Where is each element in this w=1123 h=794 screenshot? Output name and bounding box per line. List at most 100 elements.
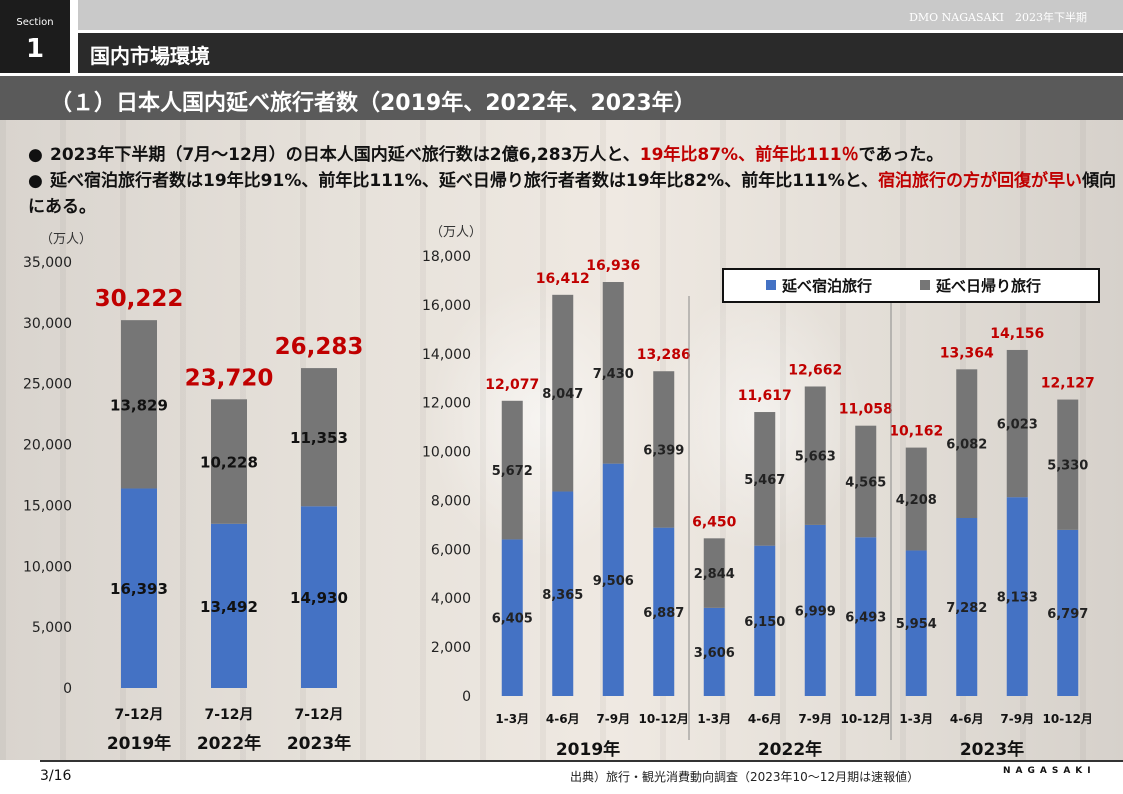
total-label: 26,283: [275, 334, 364, 360]
half-year-chart: 0 5,000 10,000 15,000 20,000 25,000 30,000 35,0…: [23, 255, 364, 754]
nagasaki-logo: NAGASAKI: [1003, 766, 1096, 776]
bullet-2: ● 延べ宿泊旅行者数は19年比91%、前年比111%、延べ日帰り旅行者者数は19年…: [28, 168, 1118, 220]
bar-segment: [552, 294, 574, 492]
bar-segment: [1006, 349, 1028, 498]
x-tick-label: 1-3月: [697, 712, 731, 726]
bar-segment: [1057, 399, 1079, 530]
data-label: 13,829: [110, 396, 168, 414]
x-tick-label: 7-12月: [114, 707, 163, 723]
total-label: 12,127: [1041, 376, 1095, 392]
section-number: 1: [25, 34, 45, 64]
y-tick-label: 6,000: [431, 542, 471, 558]
bullet-2-end: 傾向にある。: [28, 171, 1117, 217]
year-label: 2019年: [556, 739, 620, 760]
x-tick-label: 10-12月: [639, 712, 689, 726]
bar-segment: [956, 517, 978, 696]
year-label: 2022年: [197, 733, 261, 754]
y-tick-label: 10,000: [23, 559, 72, 575]
total-label: 6,450: [692, 514, 737, 530]
y-tick-label: 2,000: [431, 640, 471, 656]
y-tick-label: 35,000: [23, 255, 72, 271]
y-tick-label: 8,000: [431, 493, 471, 509]
x-tick-label: 4-6月: [950, 712, 984, 726]
page-number: 3/16: [40, 768, 72, 784]
x-tick-label: 1-3月: [899, 712, 933, 726]
y-tick-label: 5,000: [32, 620, 72, 636]
total-label: 14,156: [990, 326, 1044, 342]
data-label: 6,399: [643, 443, 684, 458]
data-label: 6,493: [845, 611, 886, 626]
data-label: 6,999: [795, 604, 836, 619]
data-label: 7,282: [946, 601, 987, 616]
bar-segment: [855, 537, 877, 696]
bullet-1-highlight: 19年比87%、前年比111％: [639, 145, 859, 165]
y-tick-label: 20,000: [23, 438, 72, 454]
total-label: 10,162: [889, 424, 943, 440]
bar-segment: [905, 550, 927, 696]
y-tick-label: 10,000: [422, 445, 471, 461]
y-tick-label: 0: [462, 689, 471, 705]
bar-segment: [754, 412, 776, 546]
bar-segment: [1006, 497, 1028, 696]
data-label: 5,672: [492, 464, 533, 479]
bar-segment: [653, 371, 675, 528]
title-bar: 国内市場環境: [78, 33, 1123, 73]
y-tick-label: 16,000: [422, 298, 471, 314]
data-label: 4,208: [896, 493, 937, 508]
bar-segment: [855, 425, 877, 538]
data-label: 16,393: [110, 580, 168, 598]
subtitle-bar: （１）日本人国内延べ旅行者数（2019年、2022年、2023年）: [0, 76, 1123, 120]
legend-box: [722, 268, 1100, 303]
y-tick-label: 25,000: [23, 377, 72, 393]
bar-segment: [121, 488, 157, 688]
summary-bullets: ● 2023年下半期（7月～12月）の日本人国内延べ旅行数は2億6,283万人と、…: [28, 142, 1118, 220]
x-tick-label: 4-6月: [748, 712, 782, 726]
data-label: 5,330: [1047, 459, 1088, 474]
legend-swatch-stay: [766, 280, 776, 290]
right-chart-unit: （万人）: [430, 225, 483, 240]
year-label: 2023年: [287, 733, 351, 754]
total-label: 16,412: [536, 271, 590, 287]
legend-label-stay: 延べ宿泊旅行: [781, 277, 872, 295]
section-label: Section: [16, 17, 54, 28]
bar-segment: [602, 282, 624, 464]
data-label: 4,565: [845, 475, 886, 490]
bar-segment: [754, 545, 776, 696]
bar-segment: [211, 523, 247, 688]
data-label: 6,023: [997, 418, 1038, 433]
total-label: 12,662: [788, 362, 842, 378]
total-label: 11,058: [839, 402, 893, 418]
chart-legend: 延べ宿泊旅行 延べ日帰り旅行: [722, 268, 1100, 303]
total-label: 16,936: [586, 258, 640, 274]
bar-segment: [301, 506, 337, 688]
x-tick-label: 1-3月: [495, 712, 529, 726]
y-tick-label: 14,000: [422, 347, 471, 363]
bar-segment: [602, 463, 624, 696]
legend-swatch-day: [920, 280, 930, 290]
data-label: 14,930: [290, 589, 348, 607]
total-label: 13,364: [940, 345, 994, 361]
total-label: 30,222: [95, 286, 184, 312]
bar-segment: [956, 369, 978, 518]
data-label: 9,506: [593, 574, 634, 589]
bullet-dot-icon: ●: [28, 171, 43, 191]
data-label: 6,150: [744, 615, 785, 630]
x-tick-label: 7-12月: [204, 707, 253, 723]
bar-segment: [1057, 529, 1079, 696]
bar-segment: [552, 491, 574, 696]
bar-segment: [804, 524, 826, 696]
data-label: 2,844: [694, 567, 735, 582]
brand-text: DMO NAGASAKI 2023年下半期: [909, 11, 1087, 24]
data-label: 5,954: [896, 617, 937, 632]
x-tick-label: 10-12月: [1043, 712, 1093, 726]
bullet-2-text: 延べ宿泊旅行者数は19年比91%、前年比111%、延べ日帰り旅行者者数は19年比…: [50, 171, 879, 191]
year-label: 2019年: [107, 733, 171, 754]
data-label: 5,663: [795, 450, 836, 465]
bar-segment: [703, 538, 725, 608]
bar-segment: [653, 527, 675, 696]
x-tick-label: 7-9月: [798, 712, 832, 726]
bar-segment: [121, 320, 157, 489]
y-tick-label: 15,000: [23, 498, 72, 514]
left-chart-unit: （万人）: [40, 232, 93, 247]
total-label: 11,617: [738, 388, 792, 404]
